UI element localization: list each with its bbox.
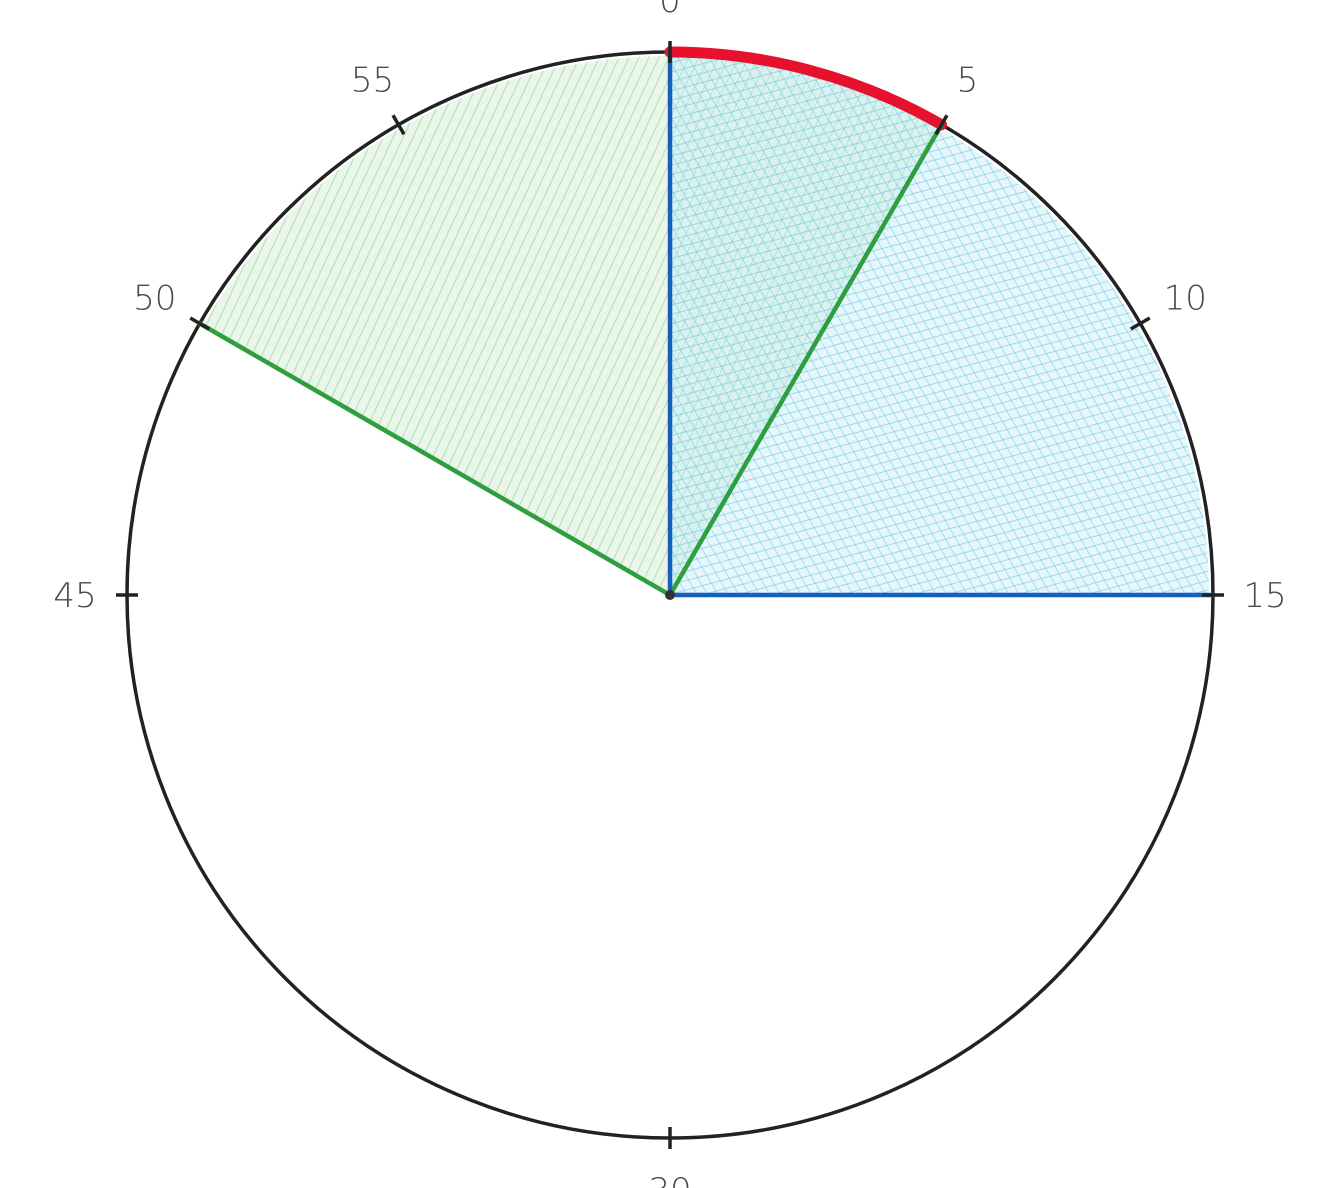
tick-layer	[116, 41, 1224, 1149]
tick-label-50: 50	[133, 279, 176, 319]
tick-label-30: 30	[648, 1171, 691, 1188]
tick-mark-10	[1129, 316, 1151, 331]
tick-label-45: 45	[53, 576, 96, 616]
green-sector-radius-end	[667, 122, 944, 598]
green-sector-radius-start	[197, 321, 673, 598]
center-point	[665, 590, 675, 600]
sector-layer	[203, 55, 1209, 595]
tick-label-layer: 0 5 10 15 30 45 50 55	[53, 0, 1286, 1188]
tick-label-15: 15	[1243, 576, 1286, 616]
radius-layer	[197, 49, 1216, 598]
tick-label-5: 5	[957, 61, 979, 101]
tick-mark-5	[934, 114, 949, 136]
tick-mark-55	[391, 114, 406, 136]
highlighted-arc	[664, 46, 947, 131]
tick-label-0: 0	[659, 0, 681, 21]
tick-label-10: 10	[1164, 279, 1207, 319]
blue-sector-hatching-2	[670, 56, 1209, 595]
tick-mark-50	[189, 316, 211, 331]
tick-label-55: 55	[351, 61, 394, 101]
